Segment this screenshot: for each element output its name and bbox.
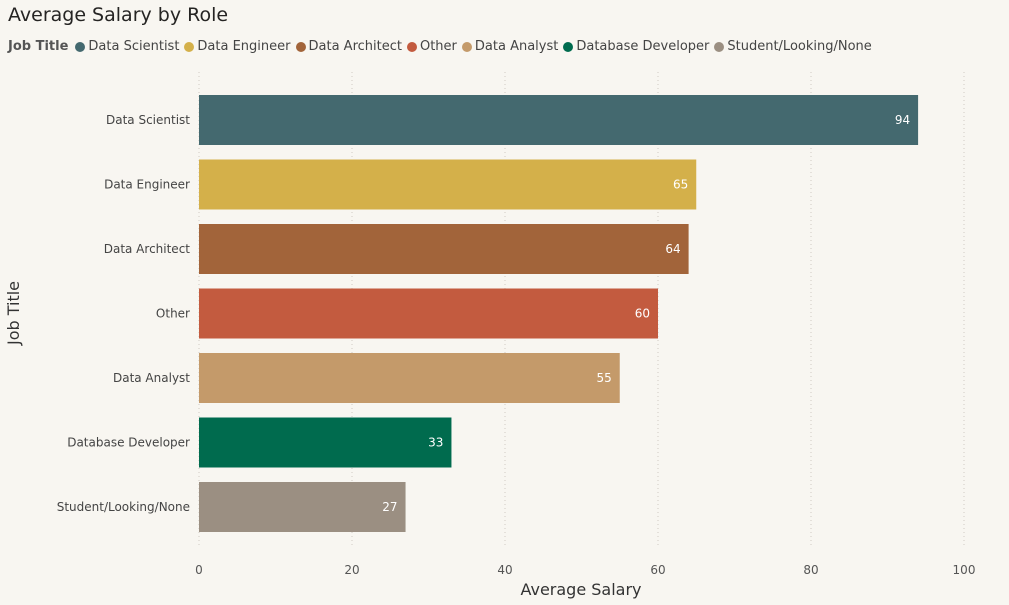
bars	[199, 95, 919, 532]
legend-label: Database Developer	[576, 39, 710, 54]
legend-label: Other	[419, 39, 457, 54]
legend-marker	[461, 41, 472, 52]
y-axis-title: Job Title	[4, 281, 23, 346]
legend-label: Data Analyst	[474, 39, 559, 54]
legend-marker	[295, 41, 306, 52]
legend: Job Title Data Scientist Data Engineer Dat…	[8, 39, 877, 54]
labels: 0 20 40 60 80 100 Data Scientist 94 Data Enginee…	[57, 113, 976, 577]
data-label: 33	[428, 436, 443, 450]
x-tick-label: 100	[953, 563, 976, 577]
category-label: Student/Looking/None	[57, 500, 190, 514]
legend-marker	[406, 41, 417, 52]
category-label: Database Developer	[67, 436, 190, 450]
data-label: 55	[596, 371, 611, 385]
bar	[199, 95, 919, 145]
legend-marker	[75, 41, 86, 52]
bar	[199, 482, 406, 532]
x-axis-title: Average Salary	[520, 580, 641, 599]
legend-marker	[563, 41, 574, 52]
legend-item: Data Engineer	[184, 39, 291, 54]
x-tick-label: 0	[195, 563, 203, 577]
legend-item: Database Developer	[563, 39, 709, 54]
bar	[199, 353, 620, 403]
category-label: Data Engineer	[104, 178, 190, 192]
data-label: 64	[665, 242, 680, 256]
data-label: 60	[635, 307, 650, 321]
legend-label: Data Scientist	[88, 39, 180, 54]
x-tick-label: 60	[650, 563, 665, 577]
bar	[199, 159, 697, 210]
data-label: 27	[382, 500, 397, 514]
legend-item: Data Architect	[295, 39, 402, 54]
category-label: Other	[156, 307, 190, 321]
data-label: 65	[673, 178, 688, 192]
legend-marker	[714, 41, 725, 52]
x-tick-label: 80	[803, 563, 818, 577]
legend-marker	[184, 41, 195, 52]
x-tick-label: 20	[344, 563, 359, 577]
bar	[199, 288, 658, 339]
chart-title: Average Salary by Role	[8, 4, 229, 26]
legend-item: Student/Looking/None	[714, 39, 872, 54]
legend-label: Data Architect	[308, 39, 402, 54]
legend-item: Other	[406, 39, 457, 54]
legend-label: Data Engineer	[197, 39, 291, 54]
x-tick-label: 40	[497, 563, 512, 577]
bar	[199, 417, 452, 468]
category-label: Data Scientist	[106, 113, 190, 127]
legend-item: Data Analyst	[461, 39, 559, 54]
legend-label: Student/Looking/None	[727, 39, 872, 54]
category-label: Data Architect	[104, 242, 191, 256]
grid-lines	[198, 72, 965, 548]
data-label: 94	[895, 113, 910, 127]
category-label: Data Analyst	[113, 371, 190, 385]
legend-title: Job Title	[8, 39, 69, 54]
bar	[199, 224, 689, 274]
legend-item: Data Scientist	[75, 39, 179, 54]
